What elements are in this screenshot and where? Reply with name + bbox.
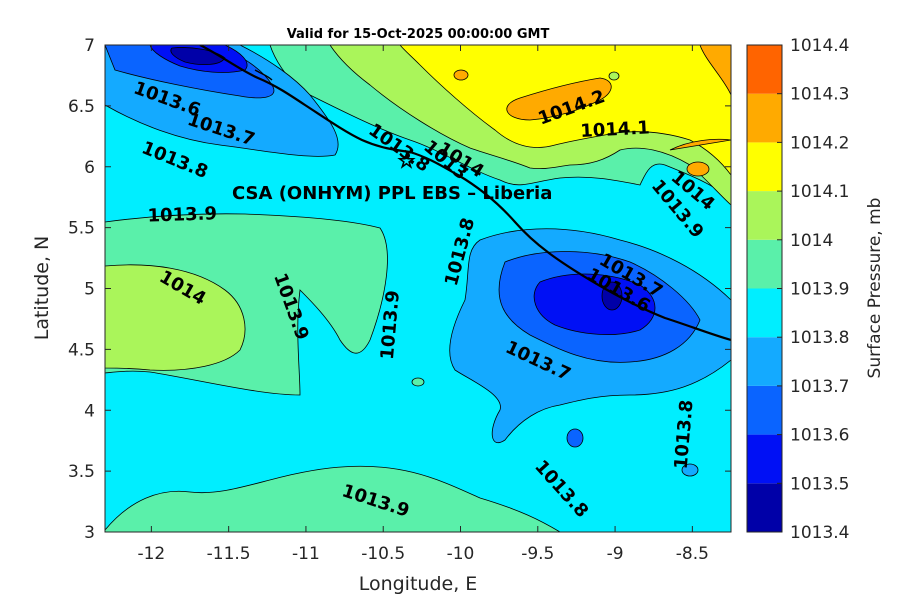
y-axis-label: Latitude, N xyxy=(31,236,53,341)
contour-label: 1014.1 xyxy=(580,117,650,142)
x-tick-label: -10 xyxy=(447,544,475,564)
colorbar-tick-label: 1014.2 xyxy=(790,133,849,153)
x-tick-label: -9.5 xyxy=(521,544,554,564)
colorbar-tick-label: 1013.4 xyxy=(790,523,849,543)
x-axis-label: Longitude, E xyxy=(359,573,478,595)
fill-1014-2-c xyxy=(686,161,710,177)
colorbar-swatch xyxy=(747,191,782,240)
x-tick-label: -11.5 xyxy=(207,544,251,564)
x-tick-label: -11 xyxy=(292,544,320,564)
colorbar-tick-label: 1013.9 xyxy=(790,280,849,300)
fill-1014-west xyxy=(105,264,246,371)
fill-1014-2-d xyxy=(453,69,469,81)
colorbar-tick-label: 1014.1 xyxy=(790,182,849,202)
colorbar-tick-label: 1013.8 xyxy=(790,328,849,348)
coastline xyxy=(199,45,731,342)
colorbar: 1013.4 1013.5 1013.6 1013.7 1013.8 1013.9 1014… xyxy=(746,36,849,543)
y-tick-label: 4 xyxy=(84,401,95,421)
x-tick-label: -8.5 xyxy=(676,544,709,564)
x-axis-ticks: -12 -11.5 -11 -10.5 -10 -9.5 -9 -8.5 xyxy=(137,45,709,564)
y-tick-label: 7 xyxy=(84,36,95,56)
contour-label: 1013.9 xyxy=(147,203,217,226)
y-tick-label: 3 xyxy=(84,523,95,543)
colorbar-tick-label: 1013.6 xyxy=(790,426,849,446)
colorbar-swatch xyxy=(747,483,782,532)
y-tick-label: 5.5 xyxy=(68,219,95,239)
border-line xyxy=(254,69,273,81)
chart-title: Valid for 15-Oct-2025 00:00:00 GMT xyxy=(287,27,550,42)
colorbar-tick-label: 1013.7 xyxy=(790,377,849,397)
fill-1013-5-east xyxy=(533,273,656,335)
y-axis-ticks: 3 3.5 4 4.5 5 5.5 6 6.5 7 xyxy=(68,36,731,543)
colorbar-swatch xyxy=(747,45,782,94)
site-annotation: CSA (ONHYM) PPL EBS – Liberia xyxy=(232,183,552,204)
colorbar-label: Surface Pressure, mb xyxy=(865,198,885,379)
y-tick-label: 6 xyxy=(84,158,95,178)
colorbar-swatch xyxy=(747,93,782,143)
fill-1013-9-small xyxy=(411,377,425,387)
fill-1013-6-spot xyxy=(566,428,584,448)
colorbar-tick-label: 1014 xyxy=(790,231,833,251)
colorbar-swatch xyxy=(747,434,782,484)
fill-1013-9-southwest xyxy=(105,465,561,532)
fill-1014-2-b xyxy=(669,45,731,151)
contour-field xyxy=(105,45,731,532)
y-tick-label: 6.5 xyxy=(68,97,95,117)
colorbar-tick-label: 1013.5 xyxy=(790,474,849,494)
site-star-icon: ☆ xyxy=(397,149,415,173)
fill-1014-small xyxy=(608,71,620,81)
fill-1014-2-a xyxy=(506,77,612,121)
x-tick-label: -9 xyxy=(607,544,624,564)
fill-1013-7-se xyxy=(681,463,699,477)
colorbar-tick-label: 1014.4 xyxy=(790,36,849,56)
colorbar-swatch xyxy=(747,288,782,338)
colorbar-swatch xyxy=(747,337,782,386)
y-tick-label: 3.5 xyxy=(68,462,95,482)
y-tick-label: 4.5 xyxy=(68,340,95,360)
colorbar-swatch xyxy=(747,142,782,192)
colorbar-swatch xyxy=(747,239,782,289)
x-tick-label: -10.5 xyxy=(361,544,405,564)
colorbar-tick-label: 1014.3 xyxy=(790,85,849,105)
colorbar-swatch xyxy=(747,385,782,435)
y-tick-label: 5 xyxy=(84,280,95,300)
x-tick-label: -12 xyxy=(137,544,165,564)
